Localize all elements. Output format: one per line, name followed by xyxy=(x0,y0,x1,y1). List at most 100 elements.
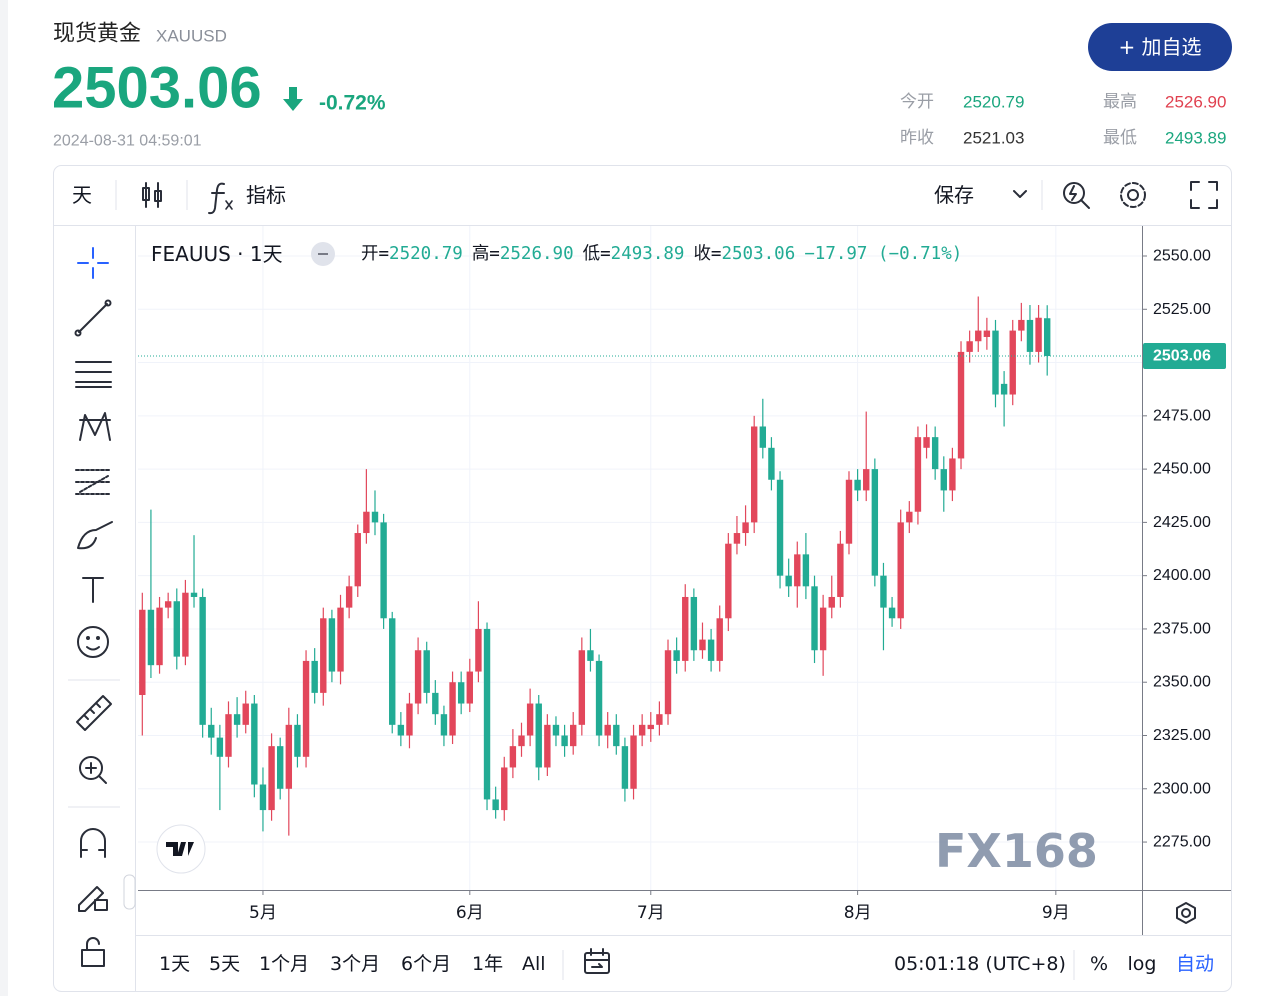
y-tick-label: 2300.00 xyxy=(1153,780,1211,797)
x-tick-label: 9月 xyxy=(1042,903,1070,923)
candle-body xyxy=(475,628,482,672)
range-button[interactable]: 1个月 xyxy=(259,953,309,975)
collapse-handle[interactable] xyxy=(123,874,136,910)
range-button[interactable]: 1年 xyxy=(472,953,503,975)
y-tick-label: 2450.00 xyxy=(1153,461,1211,478)
candle-body xyxy=(406,703,413,736)
save-button[interactable]: 保存 xyxy=(934,183,974,207)
range-button[interactable]: All xyxy=(522,953,546,975)
x-tick-label: 5月 xyxy=(249,903,277,923)
candle-body xyxy=(561,735,568,747)
stat-label: 最低 xyxy=(1103,128,1137,148)
range-button[interactable]: 1天 xyxy=(159,953,190,975)
range-button[interactable]: 3个月 xyxy=(330,953,380,975)
candle-body xyxy=(983,330,991,337)
percent-toggle[interactable]: % xyxy=(1090,953,1108,975)
ohlc-value: 2520.79 xyxy=(389,244,463,264)
stat-label: 今开 xyxy=(900,92,934,112)
candle-body xyxy=(931,437,939,470)
candle-body xyxy=(1000,383,1008,395)
candle-body xyxy=(251,703,258,785)
candle-body xyxy=(1044,318,1051,357)
alert-icon[interactable] xyxy=(1063,182,1090,209)
candle-body xyxy=(328,618,336,672)
y-tick-label: 2350.00 xyxy=(1153,674,1211,691)
candle-body xyxy=(173,601,180,657)
candle-body xyxy=(526,703,534,736)
ohlc-label: 收= xyxy=(693,244,721,264)
y-tick-label: 2425.00 xyxy=(1153,514,1211,531)
candle-body xyxy=(690,596,698,651)
candle-body xyxy=(380,522,387,619)
settings-icon[interactable] xyxy=(1120,182,1146,208)
save-dropdown[interactable] xyxy=(1013,190,1027,198)
candle-body xyxy=(1009,330,1016,395)
candle-body xyxy=(880,575,887,608)
candle-body xyxy=(544,724,551,768)
tv-logo-mark[interactable] xyxy=(166,842,194,856)
candle-body xyxy=(371,511,379,523)
stat-value: 2526.90 xyxy=(1165,93,1226,112)
watch-button-label[interactable]: + 加自选 xyxy=(1118,35,1201,59)
range-button[interactable]: 6个月 xyxy=(401,953,451,975)
candle-body xyxy=(156,607,163,666)
candle-body xyxy=(604,724,611,736)
candle-body xyxy=(242,703,249,725)
candle-body xyxy=(863,469,870,491)
candle-body xyxy=(259,784,267,811)
y-tick-label: 2550.00 xyxy=(1153,247,1211,264)
candle-body xyxy=(509,746,517,768)
y-tick-label: 2325.00 xyxy=(1153,727,1211,744)
side-strip xyxy=(0,0,8,996)
candle-body xyxy=(1026,319,1034,352)
candle-body xyxy=(1018,319,1025,331)
drawing-tools[interactable] xyxy=(74,247,113,967)
candle-body xyxy=(233,714,241,725)
candle-body xyxy=(837,543,844,597)
candle-body xyxy=(535,703,542,768)
candle-body xyxy=(457,682,465,704)
candle-body xyxy=(647,724,654,730)
timestamp: 2024-08-31 04:59:01 xyxy=(53,133,202,150)
log-toggle[interactable]: log xyxy=(1128,953,1157,975)
candle-body xyxy=(725,543,732,619)
candle-body xyxy=(871,469,879,576)
candle-body xyxy=(768,447,775,480)
candle-body xyxy=(888,607,896,619)
axis-settings[interactable] xyxy=(1176,902,1196,924)
down-arrow xyxy=(283,87,303,111)
y-tick-label: 2475.00 xyxy=(1153,407,1211,424)
watch-button[interactable] xyxy=(1088,23,1232,71)
candle-body xyxy=(638,724,646,736)
candle-body xyxy=(389,618,396,725)
candle-type-icon[interactable] xyxy=(142,182,162,208)
candle-body xyxy=(750,426,758,523)
indicators-button[interactable]: 指标 xyxy=(246,183,286,207)
candle-body xyxy=(914,437,922,512)
candle-body xyxy=(147,609,155,666)
candle-body xyxy=(397,724,405,736)
candle-body xyxy=(906,511,913,523)
watermark: FX168 xyxy=(935,824,1098,878)
goto-date-icon[interactable] xyxy=(584,948,610,974)
symbol: XAUUSD xyxy=(156,27,227,46)
candle-body xyxy=(216,737,224,757)
candle-body xyxy=(320,618,327,693)
candle-body xyxy=(759,426,767,448)
candle-body xyxy=(699,639,706,651)
candle-body xyxy=(897,522,904,619)
candle-body xyxy=(182,592,189,657)
range-button[interactable]: 5天 xyxy=(209,953,240,975)
candle-body xyxy=(656,714,663,725)
candle-body xyxy=(518,735,525,747)
fullscreen-icon[interactable] xyxy=(1190,181,1218,209)
indicator-icon[interactable] xyxy=(208,182,233,215)
candle-body xyxy=(164,601,172,608)
candle-body xyxy=(354,533,361,587)
auto-toggle[interactable]: 自动 xyxy=(1176,953,1214,975)
candle-body xyxy=(208,724,215,738)
candle-body xyxy=(285,724,293,789)
interval-button[interactable]: 天 xyxy=(72,183,92,207)
